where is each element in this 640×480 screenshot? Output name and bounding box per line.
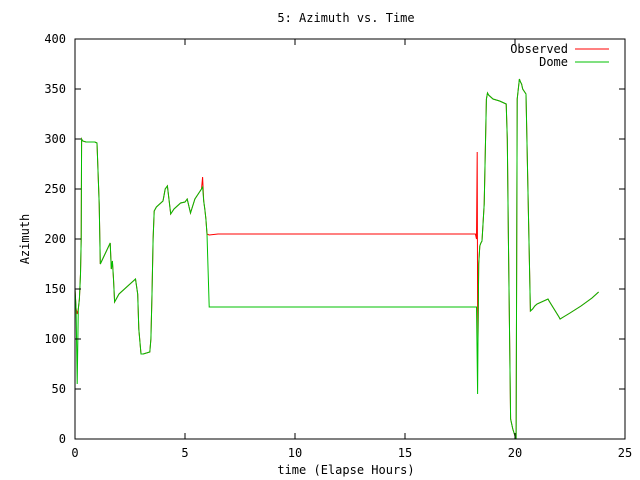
legend-label-dome: Dome — [539, 55, 568, 69]
series-line-observed — [74, 78, 599, 440]
x-axis-label: time (Elapse Hours) — [277, 463, 414, 477]
y-tick-label: 50 — [52, 382, 66, 396]
y-tick-label: 0 — [59, 432, 66, 446]
y-tick-label: 150 — [44, 282, 66, 296]
legend-label-observed: Observed — [510, 42, 568, 56]
x-tick-label: 20 — [508, 446, 522, 460]
series-line-dome — [74, 78, 599, 440]
y-tick-label: 300 — [44, 132, 66, 146]
x-tick-label: 0 — [71, 446, 78, 460]
x-tick-label: 25 — [618, 446, 632, 460]
plot-frame — [74, 38, 626, 440]
y-tick-label: 400 — [44, 32, 66, 46]
chart-title: 5: Azimuth vs. Time — [277, 11, 414, 25]
y-tick-label: 100 — [44, 332, 66, 346]
y-axis-label: Azimuth — [18, 214, 32, 265]
plot-lines — [74, 78, 599, 440]
x-tick-label: 10 — [288, 446, 302, 460]
y-tick-label: 350 — [44, 82, 66, 96]
y-tick-label: 250 — [44, 182, 66, 196]
x-tick-label: 5 — [181, 446, 188, 460]
x-tick-label: 15 — [398, 446, 412, 460]
y-tick-label: 200 — [44, 232, 66, 246]
